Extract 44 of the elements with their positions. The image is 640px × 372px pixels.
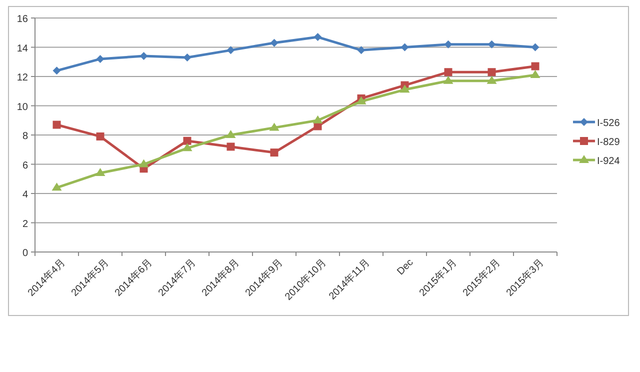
point	[52, 66, 61, 75]
y-tick-label: 14	[16, 43, 28, 54]
legend-label: I-829	[597, 137, 620, 148]
y-tick-label: 0	[22, 248, 28, 259]
y-tick-label: 12	[16, 72, 28, 84]
point	[400, 84, 410, 93]
point	[357, 46, 366, 54]
point	[314, 33, 322, 42]
point	[96, 54, 104, 63]
point	[138, 159, 149, 168]
point	[52, 120, 61, 129]
x-tick-label: Dec	[395, 257, 416, 278]
point	[486, 76, 497, 84]
y-tick-label: 6	[22, 160, 28, 172]
point	[226, 142, 235, 151]
point	[183, 136, 192, 145]
point	[531, 43, 540, 52]
point	[270, 38, 278, 47]
point	[444, 68, 452, 76]
point	[183, 53, 192, 62]
point	[226, 130, 236, 138]
point	[182, 143, 192, 152]
point	[400, 43, 409, 52]
y-tick-label: 8	[22, 131, 28, 142]
point	[269, 122, 280, 131]
point	[270, 148, 278, 157]
point	[443, 76, 454, 84]
legend-label: I-526	[597, 118, 620, 129]
point	[530, 70, 540, 78]
y-tick-label: 2	[22, 218, 28, 230]
point	[96, 132, 104, 140]
point	[52, 182, 62, 191]
point	[226, 46, 235, 54]
point	[488, 68, 496, 76]
point	[140, 52, 148, 60]
y-tick-label: 4	[22, 190, 28, 200]
y-tick-label: 10	[16, 102, 28, 113]
point	[95, 168, 106, 176]
point	[312, 115, 323, 124]
point	[488, 40, 496, 48]
y-tick-label: 16	[16, 14, 28, 25]
legend-label: I-924	[597, 156, 620, 167]
point	[444, 40, 452, 48]
point	[531, 62, 540, 70]
